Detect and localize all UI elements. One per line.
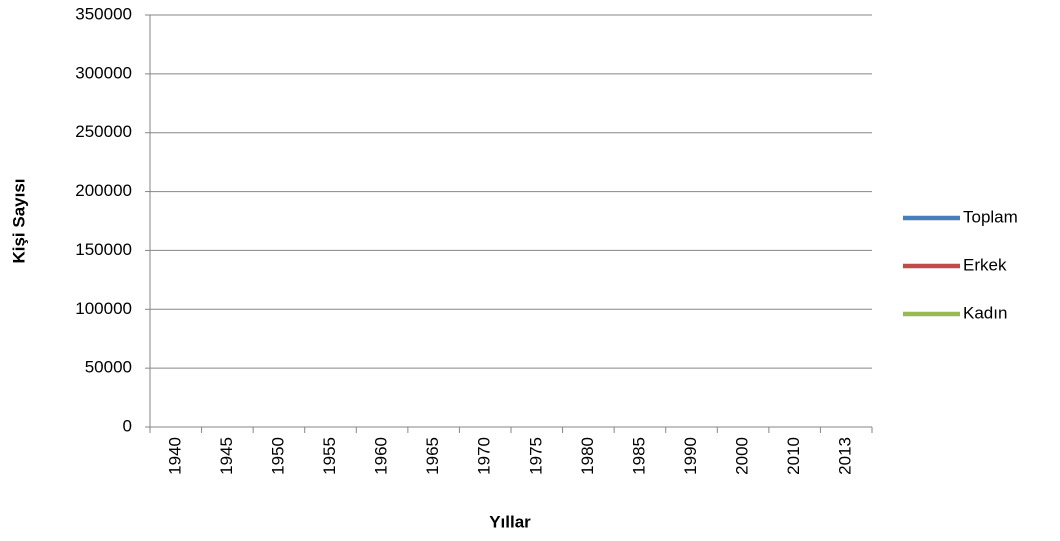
x-tick-label: 1965 [423,437,442,475]
x-tick-label: 2013 [836,437,855,475]
y-tick-label: 50000 [85,358,132,377]
y-axis-title: Kişi Sayısı [9,178,28,263]
y-tick-label: 150000 [75,240,132,259]
x-tick-label: 1960 [372,437,391,475]
x-tick-label: 1990 [681,437,700,475]
x-tick-label: 1955 [320,437,339,475]
legend-label: Toplam [963,207,1018,226]
x-tick-label: 1950 [268,437,287,475]
x-tick-label: 2000 [733,437,752,475]
x-tick-label: 2010 [784,437,803,475]
y-tick-label: 250000 [75,122,132,141]
x-tick-label: 1985 [629,437,648,475]
y-tick-label: 0 [123,416,132,435]
y-tick-label: 100000 [75,299,132,318]
x-tick-label: 1970 [475,437,494,475]
x-tick-label: 1945 [217,437,236,475]
x-axis-title: Yıllar [489,512,531,531]
x-tick-label: 1940 [165,437,184,475]
x-tick-label: 1980 [578,437,597,475]
y-tick-label: 200000 [75,181,132,200]
legend-label: Kadın [963,303,1007,322]
y-tick-label: 300000 [75,63,132,82]
legend-label: Erkek [963,255,1007,274]
x-tick-label: 1975 [526,437,545,475]
y-tick-label: 350000 [75,4,132,23]
